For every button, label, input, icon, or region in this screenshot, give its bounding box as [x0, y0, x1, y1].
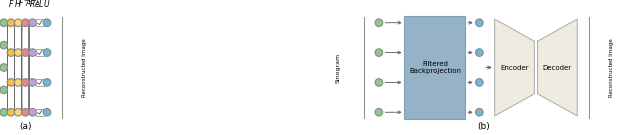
Circle shape — [375, 19, 383, 27]
Text: $\mathit{F}$: $\mathit{F}$ — [8, 0, 14, 9]
Text: Filtered
Backprojection: Filtered Backprojection — [409, 61, 461, 74]
Text: $\mathit{H}$: $\mathit{H}$ — [15, 0, 22, 9]
FancyBboxPatch shape — [36, 79, 44, 86]
Text: Decoder: Decoder — [543, 65, 572, 70]
Text: $F^{-1}$: $F^{-1}$ — [18, 0, 33, 9]
Circle shape — [29, 49, 36, 56]
Text: Sinogram: Sinogram — [335, 52, 340, 83]
Polygon shape — [538, 19, 577, 116]
Circle shape — [0, 108, 8, 116]
Circle shape — [14, 19, 22, 27]
Text: Reconstructed Image: Reconstructed Image — [82, 38, 87, 97]
Circle shape — [29, 19, 36, 27]
Circle shape — [476, 19, 483, 27]
Text: (a): (a) — [19, 122, 31, 131]
Circle shape — [43, 108, 51, 116]
Circle shape — [22, 19, 29, 27]
Circle shape — [22, 108, 29, 116]
Circle shape — [43, 19, 51, 27]
Circle shape — [7, 79, 15, 86]
Circle shape — [476, 49, 483, 56]
Circle shape — [29, 79, 36, 86]
Circle shape — [375, 108, 383, 116]
Circle shape — [14, 108, 22, 116]
Circle shape — [7, 49, 15, 56]
Circle shape — [375, 79, 383, 86]
Circle shape — [43, 49, 51, 56]
Text: $ReLU$: $ReLU$ — [29, 0, 51, 9]
Polygon shape — [495, 19, 534, 116]
Text: Encoder: Encoder — [500, 65, 529, 70]
FancyBboxPatch shape — [36, 109, 44, 116]
Circle shape — [43, 79, 51, 86]
Circle shape — [7, 108, 15, 116]
FancyBboxPatch shape — [404, 16, 465, 119]
Circle shape — [7, 19, 15, 27]
Circle shape — [14, 79, 22, 86]
Circle shape — [476, 79, 483, 86]
Circle shape — [0, 86, 8, 94]
Text: $A^{-1}$: $A^{-1}$ — [25, 0, 40, 9]
Circle shape — [476, 108, 483, 116]
FancyBboxPatch shape — [36, 19, 44, 26]
Circle shape — [375, 49, 383, 56]
Circle shape — [0, 19, 8, 27]
Circle shape — [0, 41, 8, 49]
FancyBboxPatch shape — [36, 49, 44, 56]
Circle shape — [0, 64, 8, 71]
Circle shape — [22, 49, 29, 56]
Text: Reconstructed Image: Reconstructed Image — [609, 38, 614, 97]
Text: (b): (b) — [477, 122, 490, 131]
Circle shape — [29, 108, 36, 116]
Circle shape — [14, 49, 22, 56]
Circle shape — [22, 79, 29, 86]
